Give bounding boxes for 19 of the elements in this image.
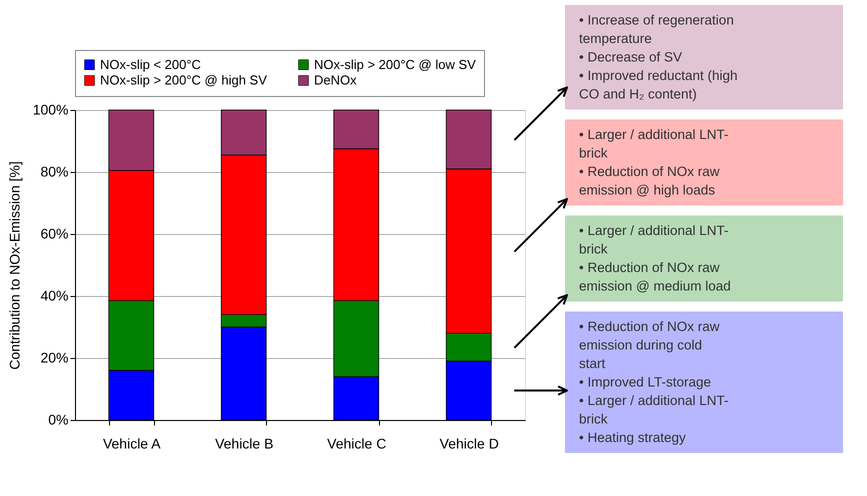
y-tick-label: 100% (32, 102, 68, 118)
y-axis-title: Contribution to NOx-Emission [%] (6, 161, 23, 370)
y-tick-label: 0% (48, 412, 68, 428)
x-tick-label: Vehicle D (440, 436, 499, 452)
legend-label: NOx-slip < 200°C (100, 56, 201, 72)
x-tick-label: Vehicle B (215, 436, 274, 452)
x-tick-label: Vehicle C (327, 436, 386, 452)
text: • Increase of regeneration temperature • Decrease of SV • Improved reductant (high CO and H₂ content) (579, 12, 738, 102)
legend-label: DeNOx (314, 72, 358, 88)
legend-label: NOx-slip > 200°C @ low SV (314, 56, 476, 72)
text: • Larger / additional LNT-brick • Reduction of NOx raw emission @ high loads (579, 126, 729, 198)
y-tick-label: 40% (40, 288, 68, 304)
text: • Larger / additional LNT-brick • Reduction of NOx raw emission @ medium load (579, 222, 731, 294)
x-tick-label: Vehicle A (102, 436, 162, 452)
legend-label: NOx-slip > 200°C @ high SV (100, 72, 268, 88)
y-tick-label: 20% (40, 350, 68, 366)
y-tick-label: 80% (40, 164, 68, 180)
y-tick-label: 60% (40, 226, 68, 242)
text: • Reduction of NOx raw emission during cold start • Improved LT-storage • Larger / additional LNT-brick • Heating strategy (579, 318, 729, 445)
